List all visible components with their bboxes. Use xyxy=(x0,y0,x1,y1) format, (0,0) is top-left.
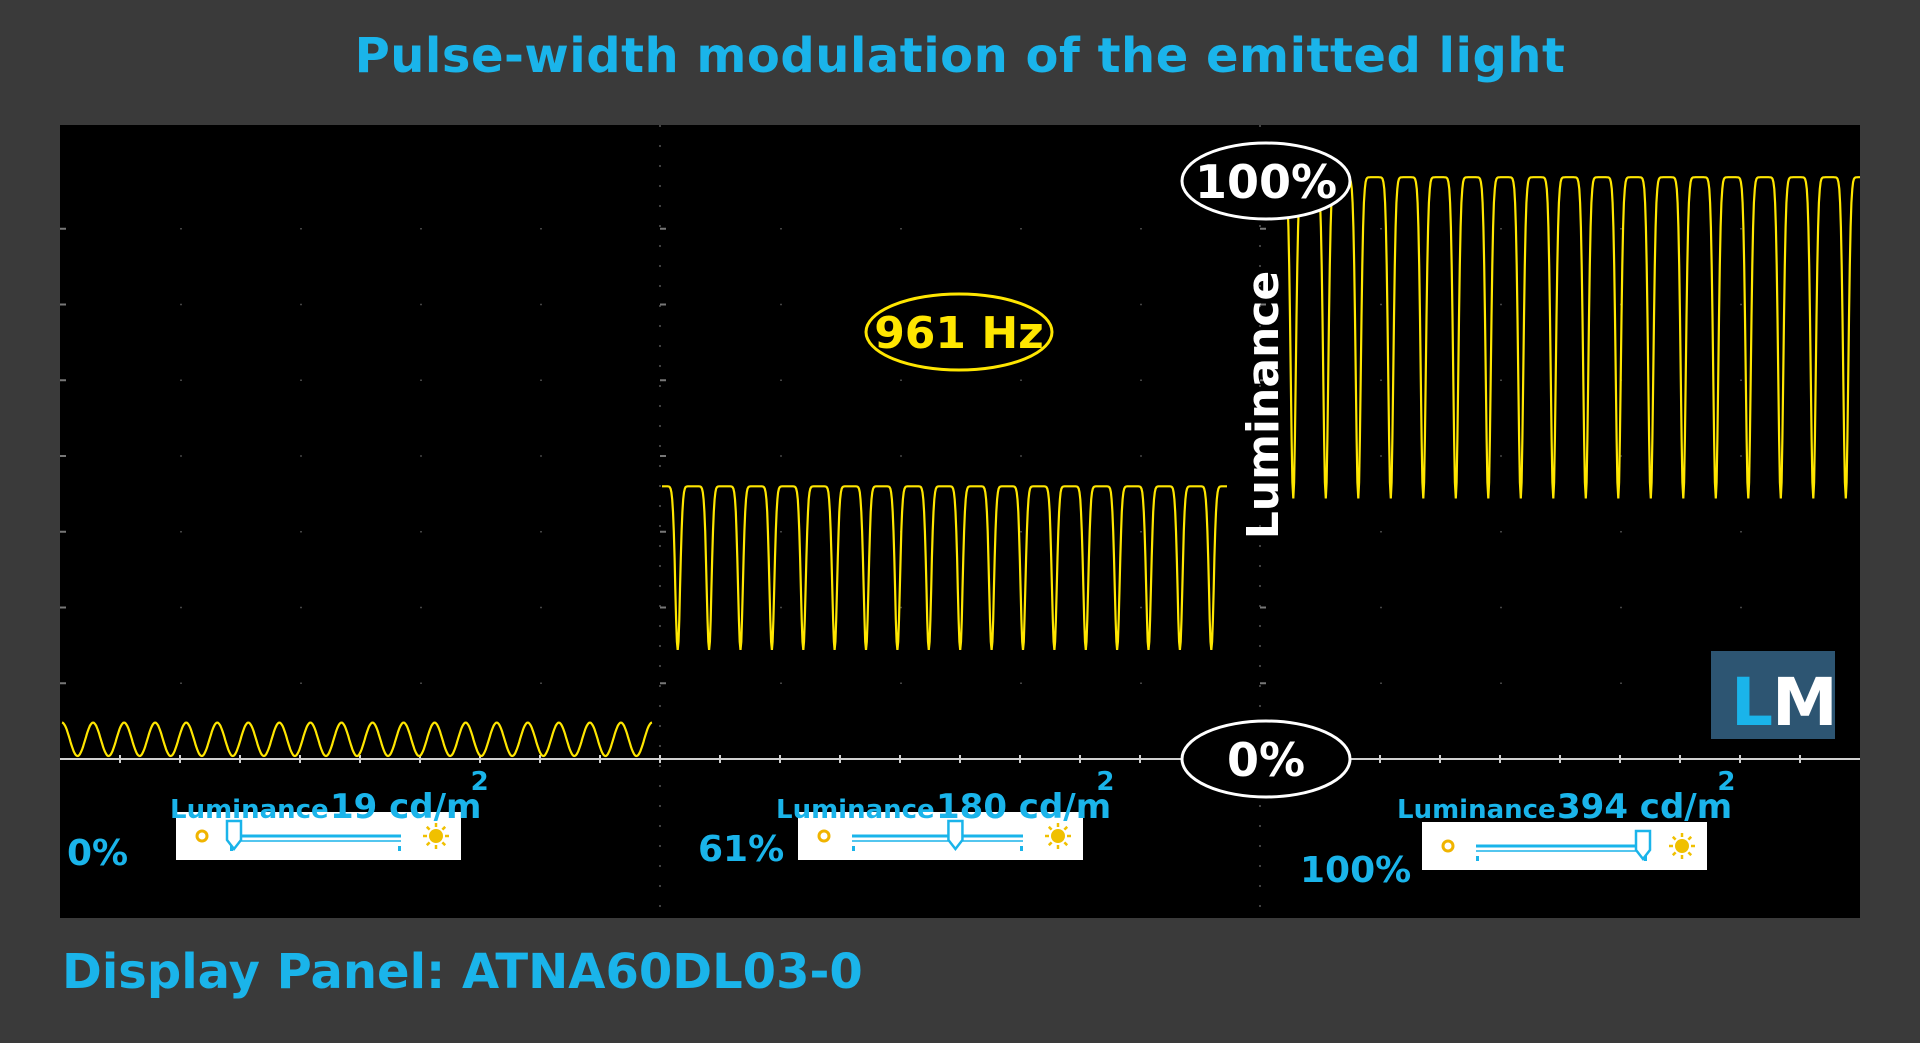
slider-min-tick xyxy=(230,846,233,851)
y-axis-label: Luminance xyxy=(1238,271,1289,540)
sun-bright-icon xyxy=(429,829,443,843)
luminance-value: 19 cd/m xyxy=(330,787,482,827)
segment-label-3: Luminance 394 cd/m2 100% xyxy=(1300,767,1735,891)
waveform-segment-1 xyxy=(61,721,653,758)
slider-max-tick xyxy=(1644,856,1647,861)
brightness-setting: 100% xyxy=(1300,850,1411,891)
display-panel-label: Display Panel: ATNA60DL03-0 xyxy=(62,944,863,1000)
sun-bright-icon xyxy=(1051,829,1065,843)
slider-min-tick xyxy=(852,846,855,851)
bottom-marker-label: 0% xyxy=(1227,733,1305,787)
trace-layer xyxy=(61,176,1860,758)
logo-background xyxy=(1711,651,1835,739)
bottom-marker-ellipse xyxy=(1180,719,1352,799)
sun-ray xyxy=(1047,825,1053,831)
bottom-marker: 0% xyxy=(1180,719,1352,799)
sun-dim-icon xyxy=(195,829,209,843)
brightness-setting: 61% xyxy=(698,829,784,870)
sun-ray xyxy=(425,841,431,847)
top-marker: 100% xyxy=(1180,141,1352,221)
sun-dim-icon xyxy=(1441,839,1455,853)
top-marker-ellipse xyxy=(1180,141,1352,221)
waveform-segment-3 xyxy=(1277,176,1860,499)
sun-ray xyxy=(441,825,447,831)
segment-label-1: Luminance 19 cd/m2 0% xyxy=(67,767,489,874)
brightness-setting: 0% xyxy=(67,833,128,874)
lm-logo: L M xyxy=(1711,651,1838,741)
segment-label-2: Luminance 180 cd/m2 61% xyxy=(698,767,1114,870)
sun-ray xyxy=(1687,851,1693,857)
frequency-annotation: 961 Hz xyxy=(864,292,1054,372)
slider-min-tick xyxy=(1476,856,1479,861)
frequency-label: 961 Hz xyxy=(874,308,1044,359)
waveform-segment-2 xyxy=(662,485,1227,651)
luminance-caption: Luminance xyxy=(1397,795,1556,825)
luminance-superscript: 2 xyxy=(1717,767,1735,797)
sun-ray xyxy=(1687,835,1693,841)
oscilloscope-plot: 961 Hz 100% 0% Luminance L M Luminance 19… xyxy=(60,125,1860,918)
sun-dim-icon xyxy=(817,829,831,843)
luminance-caption: Luminance xyxy=(170,795,329,825)
slider-thumb xyxy=(225,819,243,852)
sun-bright-icon xyxy=(1675,839,1689,853)
segment-labels: Luminance 19 cd/m20%Luminance 180 cd/m261%… xyxy=(67,767,1735,891)
luminance-caption: Luminance xyxy=(776,795,935,825)
logo-letter-l: L xyxy=(1731,664,1773,741)
sun-ray xyxy=(1063,825,1069,831)
sun-ray xyxy=(425,825,431,831)
luminance-value: 180 cd/m xyxy=(936,787,1111,827)
luminance-superscript: 2 xyxy=(471,767,489,797)
luminance-value: 394 cd/m xyxy=(1557,787,1732,827)
frequency-ellipse xyxy=(864,292,1054,372)
sun-ray xyxy=(1671,835,1677,841)
chart-title: Pulse-width modulation of the emitted li… xyxy=(354,28,1566,84)
sun-ray xyxy=(1047,841,1053,847)
slider-max-tick xyxy=(398,846,401,851)
slider-max-tick xyxy=(1020,846,1023,851)
oscilloscope-panel: 961 Hz 100% 0% Luminance L M Luminance 19… xyxy=(60,125,1860,918)
top-marker-label: 100% xyxy=(1195,155,1337,209)
sun-ray xyxy=(1063,841,1069,847)
luminance-superscript: 2 xyxy=(1096,767,1114,797)
slider-thumb xyxy=(1634,829,1652,862)
logo-letter-m: M xyxy=(1772,664,1838,741)
sun-ray xyxy=(1671,851,1677,857)
slider-thumb xyxy=(947,819,964,852)
sun-ray xyxy=(441,841,447,847)
